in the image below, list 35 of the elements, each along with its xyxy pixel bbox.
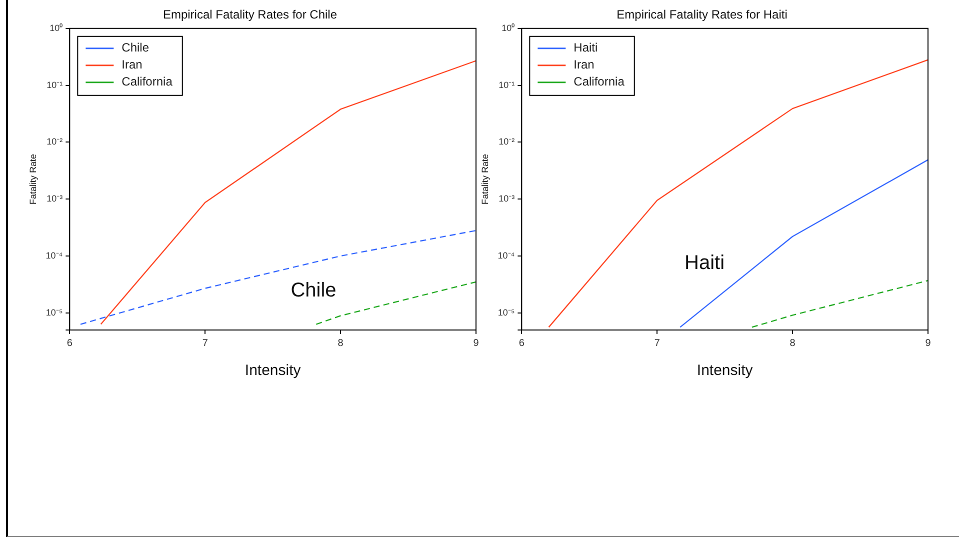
y-axis-title: Fatality Rate — [480, 154, 490, 204]
line-series — [80, 230, 476, 325]
y-tick-label: 10⁰ — [502, 22, 515, 33]
y-axis-title: Fatality Rate — [28, 154, 38, 204]
y-tick-label: 10⁻¹ — [46, 80, 63, 90]
x-tick-label: 6 — [518, 338, 525, 349]
chart-title: Empirical Fatality Rates for Chile — [162, 8, 338, 22]
y-tick-label: 10⁻¹ — [498, 80, 515, 90]
annotation: Haiti — [684, 252, 725, 274]
x-tick-label: 8 — [790, 338, 796, 349]
legend-label: Iran — [574, 58, 594, 72]
y-tick-label: 10⁻⁵ — [46, 307, 63, 318]
x-axis-title: Intensity — [696, 362, 754, 380]
x-axis-title: Intensity — [244, 362, 302, 380]
y-tick-label: 10⁻⁵ — [498, 307, 515, 318]
y-tick-label: 10⁻⁴ — [498, 250, 515, 260]
legend-label: Iran — [122, 58, 142, 72]
x-tick-label: 8 — [338, 338, 344, 349]
legend-label: California — [122, 74, 173, 89]
annotation: Chile — [290, 279, 336, 302]
x-tick-label: 7 — [202, 338, 208, 349]
y-tick-label: 10⁻³ — [498, 194, 515, 204]
y-tick-label: 10⁰ — [50, 22, 63, 33]
y-tick-label: 10⁻³ — [46, 194, 63, 204]
x-tick-label: 7 — [654, 338, 660, 349]
legend-label: Haiti — [574, 40, 598, 55]
y-tick-label: 10⁻² — [46, 136, 63, 147]
x-tick-label: 9 — [925, 338, 932, 349]
chart-title: Empirical Fatality Rates for Haiti — [616, 8, 788, 22]
x-tick-label: 9 — [473, 338, 480, 349]
y-tick-label: 10⁻⁴ — [46, 250, 63, 260]
legend-label: California — [574, 74, 625, 89]
y-tick-label: 10⁻² — [498, 136, 515, 147]
x-tick-label: 6 — [66, 338, 73, 349]
legend-label: Chile — [122, 40, 150, 55]
